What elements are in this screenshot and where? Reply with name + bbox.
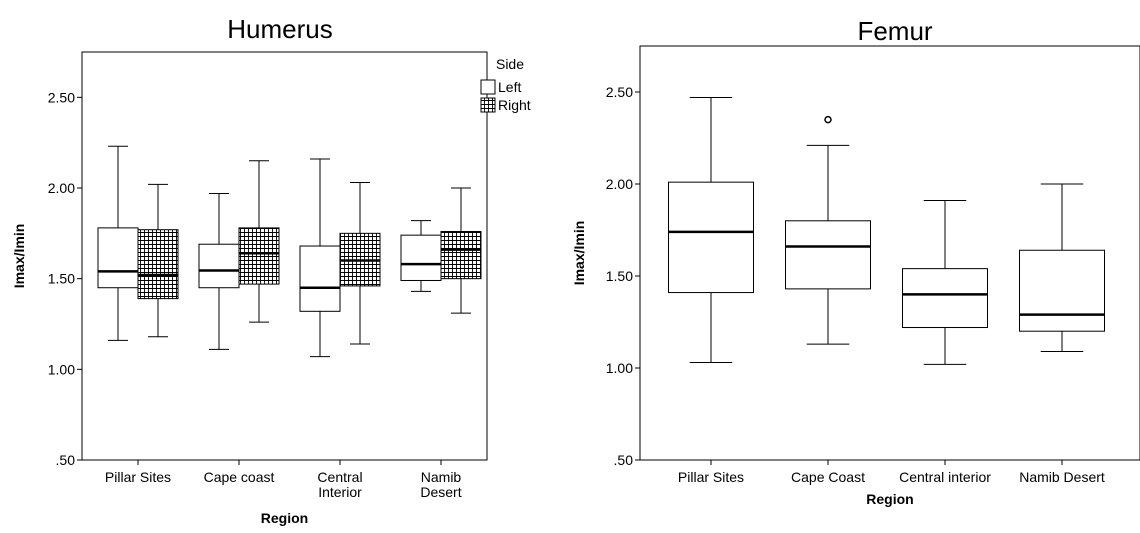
legend-label-right: Right [498,97,531,113]
x-tick-label: Namib [421,469,462,485]
chart-title: Humerus [227,14,332,44]
chart-title: Femur [857,16,932,46]
y-tick-label: 1.50 [606,268,633,284]
box-right-3 [440,187,482,314]
x-axis-label: Region [866,491,913,507]
iqr-box [97,227,139,289]
outlier-point [824,115,832,124]
box-right-1 [238,160,280,323]
y-tick-label: 1.50 [48,271,75,287]
x-tick-label: Pillar Sites [105,469,171,485]
chart-panel-0: Humerus .50 1.00 1.50 2.00 2.50 Imax/Imin Regio… [11,14,531,526]
y-axis-label: Imax/Imin [11,224,27,289]
y-tick-label: 2.50 [48,89,75,105]
legend-swatch-left [480,79,496,95]
iqr-box [902,268,988,329]
x-tick-label: Desert [420,484,461,500]
iqr-box [668,181,754,294]
plot-frame [81,51,488,461]
box-left-2 [299,158,341,358]
y-tick-label: 2.00 [606,176,633,192]
y-tick-label: .50 [614,452,634,468]
box-left-0 [97,145,139,341]
box-right-2 [339,182,381,345]
iqr-box [785,220,871,290]
legend: Side Left Right [480,56,531,113]
legend-swatch-right [480,97,496,113]
box-series-2 [902,200,988,365]
x-tick-label: Pillar Sites [678,469,744,485]
iqr-box [238,227,280,285]
plot-frame [639,45,1140,461]
iqr-box [1019,249,1105,332]
iqr-box [440,231,482,280]
x-tick-label: Cape coast [204,469,275,485]
x-tick-label: Cape Coast [791,469,865,485]
iqr-box [137,229,179,300]
legend-label-left: Left [498,79,521,95]
iqr-box [400,234,442,281]
x-axis-label: Region [261,510,308,526]
box-series-1 [785,115,871,345]
box-left-3 [400,220,442,292]
box-series-0 [668,97,754,363]
y-tick-label: 2.00 [48,180,75,196]
y-tick-label: 2.50 [606,84,633,100]
legend-title: Side [496,56,524,72]
y-tick-label: 1.00 [48,361,75,377]
x-tick-label: Central interior [899,469,991,485]
box-right-0 [137,183,179,338]
x-tick-label: Interior [318,484,362,500]
x-tick-label: Central [317,469,362,485]
x-tick-label: Namib Desert [1019,469,1105,485]
chart-panel-1: Femur .50 1.00 1.50 2.00 2.50 Imax/Imin Region P… [571,16,1140,507]
y-axis-label: Imax/Imin [571,221,587,286]
box-series-3 [1019,183,1105,352]
box-left-1 [198,192,240,350]
iqr-box [198,243,240,289]
y-tick-label: 1.00 [606,360,633,376]
y-tick-label: .50 [56,452,76,468]
iqr-box [299,245,341,312]
